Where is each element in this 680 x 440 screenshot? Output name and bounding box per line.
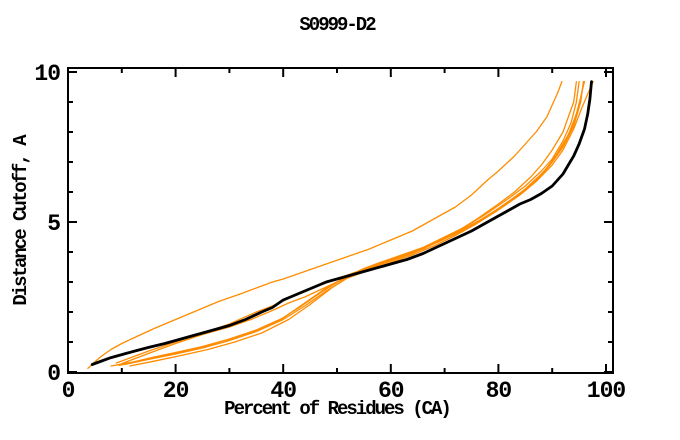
x-tick-label: 20: [163, 378, 189, 404]
chart-title: S0999-D2: [299, 14, 376, 36]
x-axis-label: Percent of Residues (CA): [224, 398, 452, 420]
y-tick-label: 5: [47, 211, 60, 237]
curve-model-4: [118, 80, 585, 367]
curve-model-3: [110, 80, 580, 367]
axis-border: [67, 67, 614, 374]
curve-reference-black: [90, 80, 593, 366]
y-tick-label: 0: [47, 361, 60, 387]
curve-model-7: [121, 80, 594, 365]
curve-model-6: [129, 80, 586, 367]
x-tick-label: 80: [486, 378, 512, 404]
curve-model-5: [123, 80, 585, 366]
curve-model-2: [115, 80, 578, 364]
x-tick-label: 100: [587, 378, 626, 404]
x-tick-label: 60: [378, 378, 404, 404]
y-tick-label: 10: [34, 61, 60, 87]
x-tick-label: 40: [270, 378, 296, 404]
x-tick-label: 0: [62, 378, 75, 404]
curve-model-high: [87, 80, 563, 370]
